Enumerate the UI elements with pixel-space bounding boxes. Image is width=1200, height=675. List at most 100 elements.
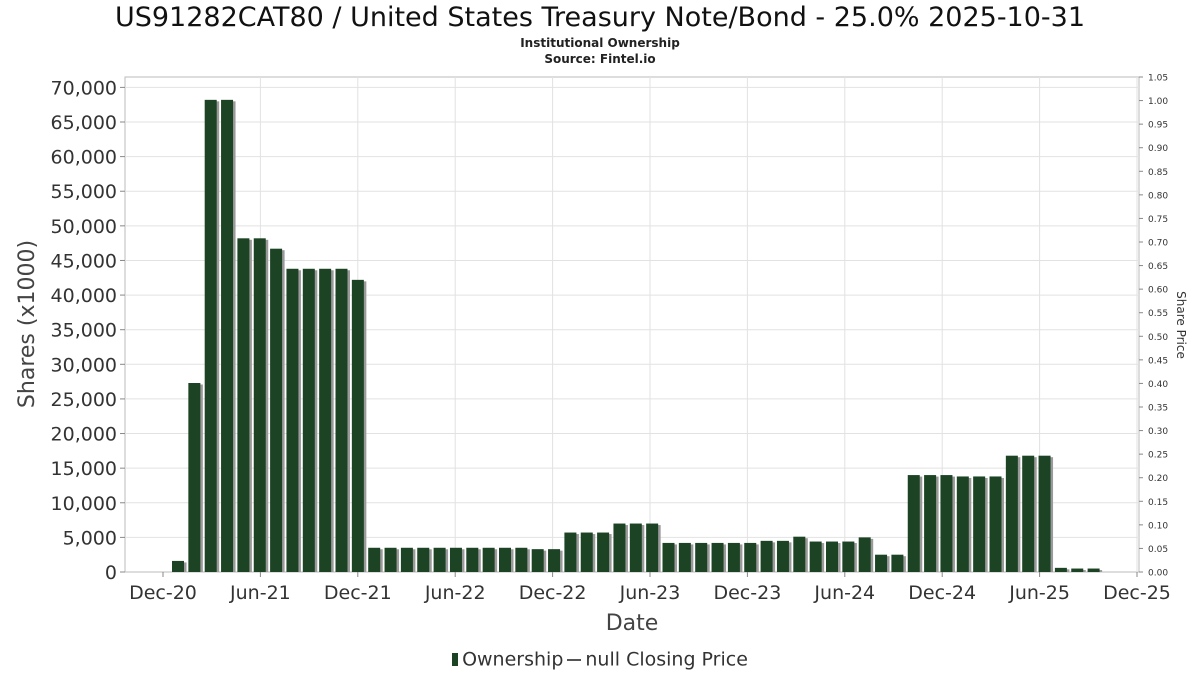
y2-tick-label: 0.75 — [1148, 215, 1168, 225]
x-axis-label: Date — [606, 611, 659, 636]
ownership-bar — [662, 542, 675, 572]
y2-tick-label: 0.30 — [1148, 427, 1168, 437]
ownership-bar — [188, 383, 201, 572]
y2-tick-label: 0.50 — [1148, 333, 1168, 343]
ownership-bar — [302, 268, 315, 572]
legend-ownership-swatch — [452, 653, 459, 666]
y-axis-label: Shares (x1000) — [15, 240, 40, 408]
ownership-bar — [564, 532, 577, 572]
ownership-bar — [678, 542, 691, 572]
chart-subtitle: Institutional Ownership — [520, 36, 680, 50]
ownership-bar — [335, 268, 348, 572]
y-tick-label: 35,000 — [51, 320, 117, 342]
ownership-bar — [417, 547, 430, 572]
x-tick-label: Jun-23 — [619, 582, 681, 604]
y-tick-label: 40,000 — [51, 285, 117, 307]
ownership-bar — [858, 537, 871, 572]
y2-axis-label: Share Price — [1174, 291, 1188, 359]
y-tick-label: 5,000 — [63, 527, 117, 549]
ownership-bar — [809, 541, 822, 572]
x-axis: Dec-20 Jun-21 Dec-21 Jun-22 Dec-22 Jun-23 Dec-… — [129, 572, 1171, 604]
y2-tick-label: 0.80 — [1148, 191, 1168, 201]
ownership-bar — [1054, 567, 1067, 572]
y-tick-label: 0 — [105, 562, 117, 584]
ownership-bar — [270, 248, 283, 572]
y-tick-label: 30,000 — [51, 354, 117, 376]
y2-tick-label: 1.05 — [1148, 74, 1168, 84]
y2-tick-label: 0.70 — [1148, 239, 1168, 249]
y-tick-label: 20,000 — [51, 424, 117, 446]
ownership-bar — [695, 542, 708, 572]
ownership-bar — [1005, 455, 1018, 572]
ownership-bar — [842, 541, 855, 572]
chart-legend: Ownership null Closing Price — [0, 648, 1200, 671]
ownership-bar — [940, 475, 953, 572]
y2-tick-label: 0.05 — [1148, 545, 1168, 555]
y2-tick-label: 0.65 — [1148, 262, 1168, 272]
ownership-bar — [449, 547, 462, 572]
ownership-bar — [531, 549, 544, 572]
ownership-bar — [646, 523, 659, 572]
y2-tick-label: 0.55 — [1148, 309, 1168, 319]
ownership-bar — [1022, 455, 1035, 572]
ownership-bar — [760, 540, 773, 572]
ownership-bar — [989, 476, 1002, 572]
ownership-bar — [907, 475, 920, 572]
ownership-bar — [956, 476, 969, 572]
x-tick-label: Dec-25 — [1103, 582, 1171, 604]
ownership-bar — [711, 542, 724, 572]
ownership-bar — [580, 532, 593, 572]
legend-price-swatch — [567, 658, 582, 661]
y2-tick-label: 0.20 — [1148, 474, 1168, 484]
y2-tick-label: 0.95 — [1148, 121, 1168, 131]
x-tick-label: Dec-24 — [908, 582, 976, 604]
y-tick-label: 70,000 — [51, 77, 117, 99]
ownership-bar — [466, 547, 479, 572]
ownership-bar — [973, 476, 986, 572]
ownership-bar — [253, 238, 266, 573]
y2-tick-label: 0.35 — [1148, 404, 1168, 414]
ownership-bar — [891, 554, 904, 572]
ownership-bar — [384, 547, 397, 572]
x-tick-label: Dec-22 — [519, 582, 587, 604]
ownership-bar — [793, 536, 806, 572]
ownership-bar — [172, 560, 184, 572]
ownership-bar — [482, 547, 495, 572]
x-tick-label: Jun-21 — [229, 582, 291, 604]
ownership-bar — [776, 540, 789, 572]
ownership-bar — [237, 238, 250, 573]
y2-tick-label: 1.00 — [1148, 97, 1168, 107]
ownership-bar — [204, 99, 217, 572]
ownership-bar — [629, 523, 642, 572]
y-axis: 0 5,000 10,000 15,000 20,000 25,000 30,000 35,0… — [51, 77, 125, 584]
x-tick-label: Dec-21 — [324, 582, 392, 604]
x-tick-label: Dec-23 — [713, 582, 781, 604]
ownership-bar — [368, 547, 381, 572]
y2-tick-label: 0.40 — [1148, 380, 1168, 390]
y2-tick-label: 0.45 — [1148, 356, 1168, 366]
chart-title: US91282CAT80 / United States Treasury No… — [114, 2, 1086, 33]
ownership-bar — [499, 547, 511, 572]
y2-tick-label: 0.10 — [1148, 521, 1168, 531]
y-tick-label: 60,000 — [51, 147, 117, 169]
y-tick-label: 10,000 — [51, 493, 117, 515]
legend-ownership-label: Ownership — [462, 648, 564, 671]
chart-source: Source: Fintel.io — [544, 52, 656, 66]
y-tick-label: 25,000 — [51, 389, 117, 411]
y2-tick-label: 0.00 — [1148, 569, 1168, 579]
ownership-bar — [826, 541, 838, 572]
y2-tick-label: 0.25 — [1148, 451, 1168, 461]
y2-tick-label: 0.90 — [1148, 144, 1168, 154]
ownership-bar — [351, 279, 364, 572]
ownership-bar — [1038, 455, 1051, 572]
y2-tick-label: 0.85 — [1148, 168, 1168, 178]
y-tick-label: 65,000 — [51, 112, 117, 134]
y2-axis: 0.00 0.05 0.10 0.15 0.20 0.25 0.30 0.35 0.40 0.45… — [1139, 74, 1168, 579]
x-tick-label: Dec-20 — [129, 582, 197, 604]
ownership-bar — [744, 542, 757, 572]
ownership-bar — [221, 99, 234, 572]
y2-tick-label: 0.60 — [1148, 286, 1168, 296]
ownership-bar — [875, 554, 888, 572]
ownership-bar — [515, 547, 528, 572]
ownership-bars — [172, 99, 1103, 573]
